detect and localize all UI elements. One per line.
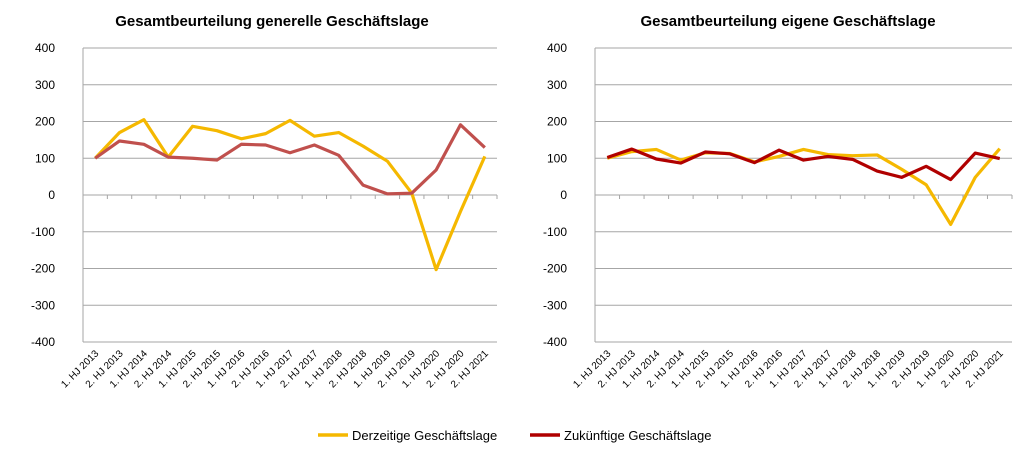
y-tick-label: -300	[543, 298, 567, 312]
series-line-derzeitige	[94, 118, 487, 272]
legend: Derzeitige Geschäftslage Zukünftige Gesch…	[318, 428, 711, 443]
y-tick-label: 400	[35, 41, 55, 55]
y-tick-label: 200	[35, 115, 55, 129]
series-line-derzeitige	[606, 147, 1001, 226]
y-tick-label: 100	[35, 151, 55, 165]
y-tick-label: 300	[35, 78, 55, 92]
y-tick-label: -400	[31, 335, 55, 349]
y-tick-label: 100	[547, 151, 567, 165]
y-tick-label: -100	[543, 225, 567, 239]
y-tick-label: -300	[31, 298, 55, 312]
y-tick-label: -100	[31, 225, 55, 239]
legend-label: Derzeitige Geschäftslage	[352, 428, 497, 443]
y-tick-label: -400	[543, 335, 567, 349]
y-tick-label: -200	[543, 262, 567, 276]
chart-title: Gesamtbeurteilung eigene Geschäftslage	[640, 13, 935, 30]
legend-label: Zukünftige Geschäftslage	[564, 428, 711, 443]
series-line-zukuenftige	[94, 123, 486, 196]
y-tick-label: 400	[547, 41, 567, 55]
y-tick-label: 0	[560, 188, 567, 202]
chart-2: Gesamtbeurteilung eigene Geschäftslage 40…	[543, 13, 1013, 390]
y-tick-label: 300	[547, 78, 567, 92]
chart-1: Gesamtbeurteilung generelle Geschäftslag…	[31, 13, 498, 390]
series-line-zukuenftige	[606, 147, 1001, 182]
y-tick-label: -200	[31, 262, 55, 276]
y-tick-label: 0	[48, 188, 55, 202]
chart-title: Gesamtbeurteilung generelle Geschäftslag…	[115, 13, 428, 30]
y-tick-label: 200	[547, 115, 567, 129]
